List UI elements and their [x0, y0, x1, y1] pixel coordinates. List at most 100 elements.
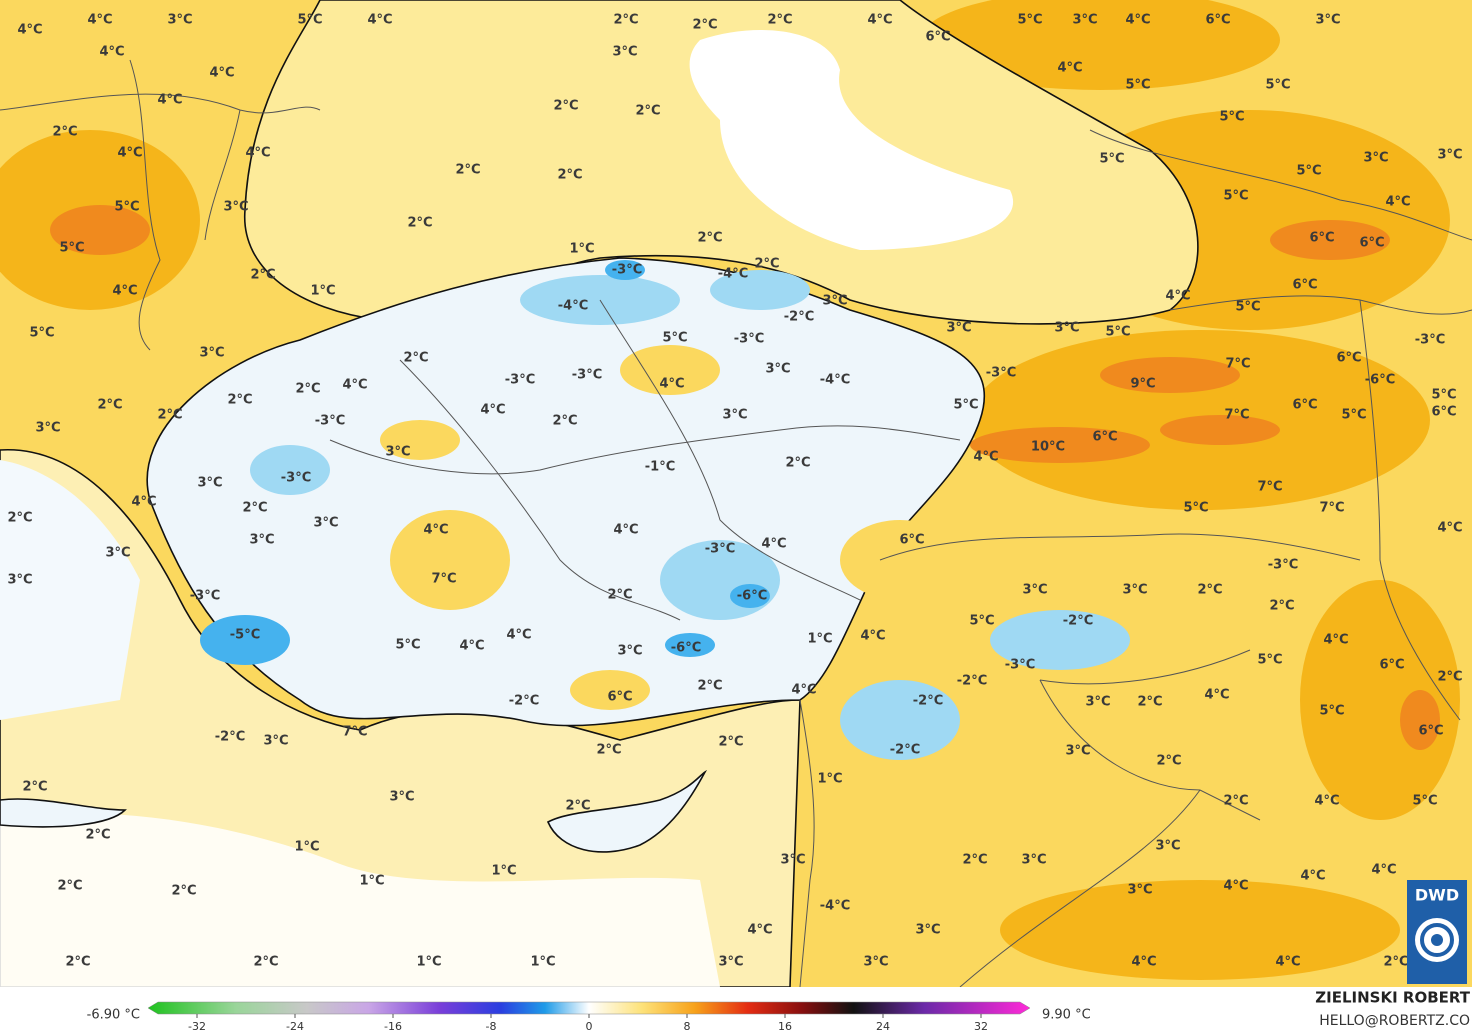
temperature-label: 2°C — [57, 879, 82, 894]
temperature-label: 1°C — [530, 955, 555, 970]
temperature-label: 7°C — [1257, 480, 1282, 495]
sea-cold-area — [0, 813, 720, 987]
temperature-label: 7°C — [1224, 408, 1249, 423]
temperature-label: 4°C — [342, 378, 367, 393]
temperature-label: 1°C — [416, 955, 441, 970]
temperature-label: 3°C — [1072, 13, 1097, 28]
temperature-label: -3°C — [190, 589, 220, 604]
temperature-label: 3°C — [718, 955, 743, 970]
logo-text: DWD — [1415, 886, 1459, 905]
temperature-label: 3°C — [1363, 151, 1388, 166]
temperature-label: 3°C — [263, 734, 288, 749]
sea-cold-area — [689, 30, 1014, 250]
temperature-label: 2°C — [552, 414, 577, 429]
temperature-label: -2°C — [1063, 614, 1093, 629]
colorbar-tick-label: 8 — [684, 1020, 691, 1033]
temperature-label: 3°C — [780, 853, 805, 868]
temperature-label: 2°C — [1223, 794, 1248, 809]
colorbar-tick-label: 16 — [778, 1020, 792, 1033]
temperature-label: 3°C — [1127, 883, 1152, 898]
temperature-label: 3°C — [1021, 853, 1046, 868]
temperature-label: 3°C — [765, 362, 790, 377]
temperature-label: 2°C — [1197, 583, 1222, 598]
temperature-label: 4°C — [867, 13, 892, 28]
temperature-label: 4°C — [157, 93, 182, 108]
temperature-label: -6°C — [737, 589, 767, 604]
very-cold-patches — [200, 260, 770, 665]
temperature-label: 1°C — [569, 242, 594, 257]
temperature-label: 1°C — [817, 772, 842, 787]
temperature-label: -2°C — [913, 694, 943, 709]
temperature-label: 2°C — [1269, 599, 1294, 614]
temperature-label: 6°C — [1309, 231, 1334, 246]
temperature-label: -4°C — [820, 373, 850, 388]
temperature-label: 3°C — [822, 294, 847, 309]
temperature-label: 6°C — [899, 533, 924, 548]
temperature-label: 3°C — [105, 546, 130, 561]
temperature-label: 5°C — [1017, 13, 1042, 28]
temperature-label: 3°C — [249, 533, 274, 548]
temperature-label: 5°C — [1431, 388, 1456, 403]
temperature-label: 1°C — [310, 284, 335, 299]
temperature-label: 5°C — [59, 241, 84, 256]
crete — [0, 798, 127, 828]
temperature-label: 2°C — [1437, 670, 1462, 685]
temperature-label: 3°C — [612, 45, 637, 60]
temperature-label: 3°C — [1085, 695, 1110, 710]
temperature-label: 4°C — [1275, 955, 1300, 970]
temperature-label: 4°C — [506, 628, 531, 643]
temperature-label: 2°C — [785, 456, 810, 471]
colorbar-tick-label: -16 — [384, 1020, 402, 1033]
temperature-label: 3°C — [946, 321, 971, 336]
temperature-label: 5°C — [1223, 189, 1248, 204]
temperature-label: 1°C — [359, 874, 384, 889]
anatolia-warm-patches — [380, 345, 960, 710]
temperature-label: 2°C — [403, 351, 428, 366]
temperature-label: 6°C — [1418, 724, 1443, 739]
temperature-label: -6°C — [671, 641, 701, 656]
temperature-label: -3°C — [281, 471, 311, 486]
temperature-label: 4°C — [209, 66, 234, 81]
temperature-label: -2°C — [509, 694, 539, 709]
temperature-label: 2°C — [253, 955, 278, 970]
temperature-label: 3°C — [863, 955, 888, 970]
temperature-label: 3°C — [35, 421, 60, 436]
temperature-label: 7°C — [1319, 501, 1344, 516]
temperature-label: -3°C — [705, 542, 735, 557]
map: 4°C 4°C 3°C 5°C 4°C 4°C 4°C 4°C 2°C 4°C 4°C 5°C 5°C 3… — [0, 0, 1472, 987]
temperature-label: 3°C — [1122, 583, 1147, 598]
dwd-logo: DWD — [1407, 880, 1467, 984]
temperature-label: 2°C — [557, 168, 582, 183]
temperature-label: 3°C — [1022, 583, 1047, 598]
temperature-label: -3°C — [1268, 558, 1298, 573]
temperature-label: 4°C — [131, 495, 156, 510]
colorbar-tick-label: -32 — [188, 1020, 206, 1033]
temperature-label: 2°C — [455, 163, 480, 178]
colorbar-tick-label: 24 — [876, 1020, 890, 1033]
temperature-label: 4°C — [423, 523, 448, 538]
temperature-label: 3°C — [313, 516, 338, 531]
temperature-label: 4°C — [1437, 521, 1462, 536]
temperature-label: 4°C — [1223, 879, 1248, 894]
temperature-label: 4°C — [791, 683, 816, 698]
temperature-label: 4°C — [99, 45, 124, 60]
temperature-label: 2°C — [171, 884, 196, 899]
temperature-label: -3°C — [734, 332, 764, 347]
temperature-label: 2°C — [553, 99, 578, 114]
temperature-label: 3°C — [1437, 148, 1462, 163]
temperature-label: 2°C — [613, 13, 638, 28]
temperature-label: 5°C — [114, 200, 139, 215]
temperature-label: -2°C — [784, 310, 814, 325]
temperature-label: 4°C — [112, 284, 137, 299]
temperature-label: 4°C — [761, 537, 786, 552]
temperature-label: -2°C — [215, 730, 245, 745]
temperature-label: 6°C — [1092, 430, 1117, 445]
temperature-label: 5°C — [953, 398, 978, 413]
temperature-label: 4°C — [1385, 195, 1410, 210]
temperature-label: 3°C — [385, 445, 410, 460]
temperature-label: 6°C — [1359, 236, 1384, 251]
temperature-label: 7°C — [1225, 357, 1250, 372]
temperature-label: 2°C — [565, 799, 590, 814]
legend: -6.90 °C 9.90 °C -32 -24 -16 -8 0 8 16 24 32 — [87, 1001, 1091, 1033]
